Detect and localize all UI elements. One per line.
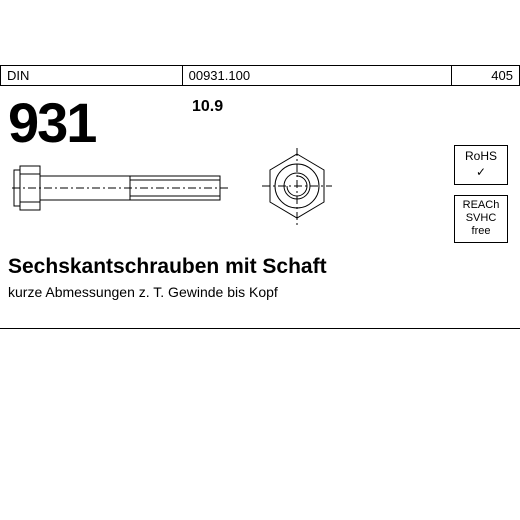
- rohs-label: RoHS: [455, 149, 507, 165]
- product-title: Sechskantschrauben mit Schaft: [8, 255, 327, 279]
- header-table: DIN 00931.100 405: [0, 65, 520, 86]
- datasheet-page: DIN 00931.100 405 931 10.9: [0, 0, 520, 520]
- strength-class: 10.9: [192, 98, 223, 116]
- reach-line2: SVHC: [455, 212, 507, 225]
- header-article-number: 00931.100: [182, 66, 451, 86]
- standard-number: 931: [8, 90, 95, 155]
- divider: [0, 328, 520, 329]
- product-subtitle: kurze Abmessungen z. T. Gewinde bis Kopf: [8, 284, 278, 300]
- header-standard-label: DIN: [1, 66, 183, 86]
- header-code: 405: [452, 66, 520, 86]
- reach-line3: free: [455, 225, 507, 238]
- reach-badge: REACh SVHC free: [454, 195, 508, 243]
- bolt-side-view-icon: [12, 158, 232, 218]
- reach-line1: REACh: [455, 199, 507, 212]
- check-icon: ✓: [455, 165, 507, 181]
- rohs-badge: RoHS ✓: [454, 145, 508, 185]
- bolt-front-view-icon: [262, 148, 332, 228]
